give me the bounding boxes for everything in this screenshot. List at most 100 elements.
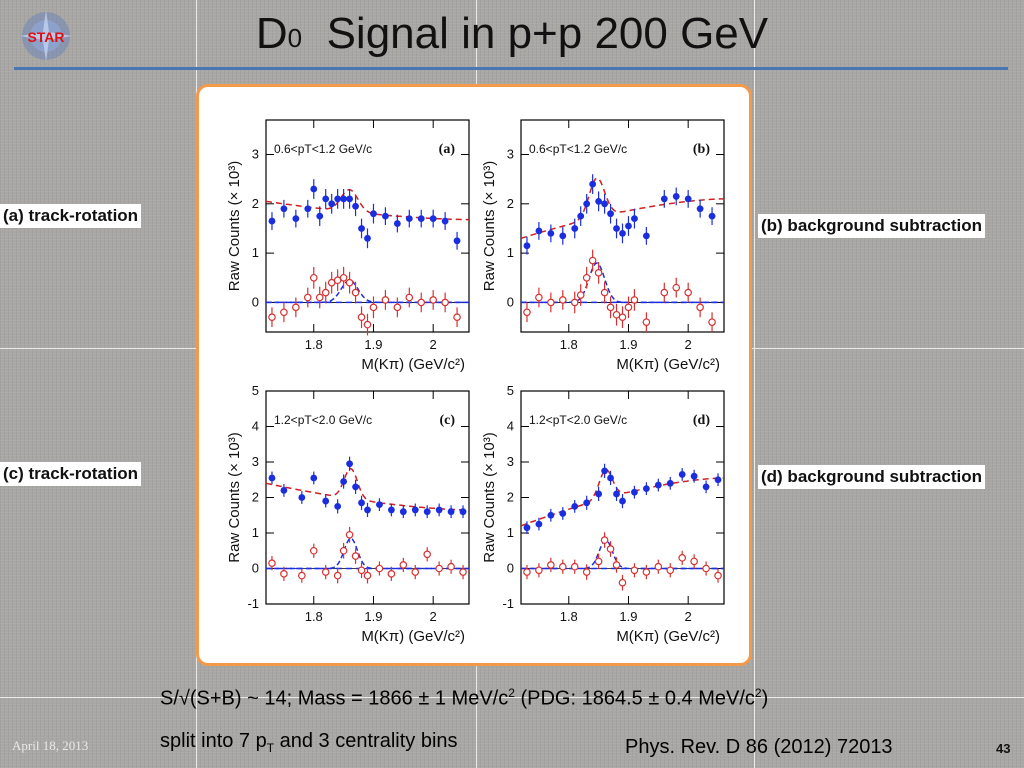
filled-data-point xyxy=(340,195,348,203)
y-tick-label: 3 xyxy=(252,454,259,469)
open-data-point xyxy=(535,566,543,575)
filled-data-point xyxy=(577,212,585,220)
open-data-point xyxy=(321,568,330,576)
x-axis-label: M(Kπ) (GeV/c²) xyxy=(616,628,720,645)
y-tick-label: 3 xyxy=(507,147,514,162)
signal-fit-curve xyxy=(266,537,469,570)
filled-data-point xyxy=(358,499,365,507)
pt-range-annotation: 1.2<pT<2.0 GeV/c xyxy=(529,413,627,427)
filled-data-point xyxy=(310,185,318,193)
title-rest: Signal in p+p 200 GeV xyxy=(302,9,769,58)
title-main: D xyxy=(255,9,288,58)
filled-data-point xyxy=(405,215,413,223)
y-tick-label: 2 xyxy=(507,196,514,211)
y-tick-label: 0 xyxy=(252,294,259,309)
filled-data-point xyxy=(268,474,276,482)
x-axis-label: M(Kπ) (GeV/c²) xyxy=(361,356,465,373)
filled-data-point xyxy=(411,506,419,514)
open-data-point xyxy=(523,308,531,317)
open-data-point xyxy=(268,559,276,567)
panel-id: (a) xyxy=(439,142,456,157)
result-line: S/√(S+B) ~ 14; Mass = 1866 ± 1 MeV/c2 (P… xyxy=(160,686,768,711)
panel-id: (d) xyxy=(693,413,710,428)
open-data-point xyxy=(588,256,597,265)
y-tick-label: -1 xyxy=(502,596,514,611)
y-tick-label: 1 xyxy=(507,245,514,260)
y-tick-label: 3 xyxy=(252,147,259,162)
open-data-point xyxy=(339,273,348,282)
pt-range-annotation: 0.6<pT<1.2 GeV/c xyxy=(529,142,627,156)
x-axis-label: M(Kπ) (GeV/c²) xyxy=(361,628,465,645)
filled-data-point xyxy=(547,511,555,519)
filled-data-point xyxy=(631,488,638,496)
filled-data-point xyxy=(535,227,543,235)
panel-id: (c) xyxy=(439,413,455,428)
open-data-point xyxy=(357,566,366,575)
background-fit-curve xyxy=(265,188,469,221)
open-data-point xyxy=(435,564,443,573)
signal-fit-curve xyxy=(521,262,724,304)
open-data-point xyxy=(547,561,555,569)
filled-data-point xyxy=(619,497,626,505)
signal-fit-curve xyxy=(521,539,724,570)
slide-date: April 18, 2013 xyxy=(12,738,89,753)
filled-data-point xyxy=(547,229,555,237)
label-panel-b: (b) background subtraction xyxy=(758,214,985,238)
filled-data-point xyxy=(702,483,710,491)
reference: Phys. Rev. D 86 (2012) 72013 xyxy=(625,736,893,758)
open-data-point xyxy=(423,550,432,559)
open-data-point xyxy=(535,293,543,302)
open-data-point xyxy=(594,269,603,277)
x-tick-label: 1.8 xyxy=(560,609,578,624)
result-sup-1: 2 xyxy=(508,686,515,700)
result-text-b: (PDG: 1864.5 ± 0.4 MeV/c xyxy=(514,687,755,710)
filled-data-point xyxy=(678,471,686,478)
open-data-point xyxy=(345,530,354,539)
background-fit-curve xyxy=(520,468,724,527)
filled-data-point xyxy=(459,508,467,516)
open-data-point xyxy=(399,561,408,569)
star-logo: STAR xyxy=(14,6,78,66)
open-data-point xyxy=(441,298,449,307)
filled-data-point xyxy=(352,483,359,491)
x-tick-label: 2 xyxy=(430,337,437,352)
open-data-point xyxy=(696,303,704,312)
open-data-point xyxy=(606,303,615,312)
x-tick-label: 1.8 xyxy=(305,609,323,624)
open-data-point xyxy=(459,568,467,576)
filled-data-point xyxy=(334,502,342,510)
filled-data-point xyxy=(322,497,330,505)
filled-data-point xyxy=(595,197,603,205)
filled-data-point xyxy=(714,476,722,484)
filled-data-point xyxy=(328,200,336,208)
open-data-point xyxy=(618,313,627,322)
y-axis-label: Raw Counts (× 10³) xyxy=(481,432,498,562)
filled-data-point xyxy=(571,502,579,510)
filled-data-point xyxy=(364,234,371,242)
y-tick-label: 1 xyxy=(507,525,514,540)
open-data-point xyxy=(570,298,579,307)
filled-data-point xyxy=(666,479,674,487)
filled-data-point xyxy=(583,499,591,507)
filled-data-point xyxy=(523,524,531,532)
open-data-point xyxy=(309,273,318,282)
chart-panel-b: 1.8 1.9 2 0 1 2 3 M(Kπ) (GeV/c²) Raw Counts (× 1… xyxy=(481,119,725,373)
filled-data-point xyxy=(660,195,668,203)
x-tick-label: 2 xyxy=(430,609,437,624)
chart-panel-c: 1.8 1.9 2 -1 0 1 2 3 4 5 M(Kπ) (GeV/c²) Raw Counts … xyxy=(226,383,470,645)
open-data-point xyxy=(363,320,372,329)
open-data-point xyxy=(618,578,627,587)
y-axis-label: Raw Counts (× 10³) xyxy=(481,161,498,291)
y-tick-label: 3 xyxy=(507,454,514,469)
filled-data-point xyxy=(435,506,443,514)
result-sup-2: 2 xyxy=(754,686,762,700)
open-data-point xyxy=(303,293,312,302)
filled-data-point xyxy=(453,237,461,245)
open-data-point xyxy=(582,568,591,576)
slide-title: D0 Signal in p+p 200 GeV xyxy=(0,6,1024,62)
open-data-point xyxy=(339,546,348,555)
open-data-point xyxy=(523,568,531,576)
open-data-point xyxy=(672,283,681,292)
open-data-point xyxy=(570,562,579,571)
filled-data-point xyxy=(583,200,591,208)
